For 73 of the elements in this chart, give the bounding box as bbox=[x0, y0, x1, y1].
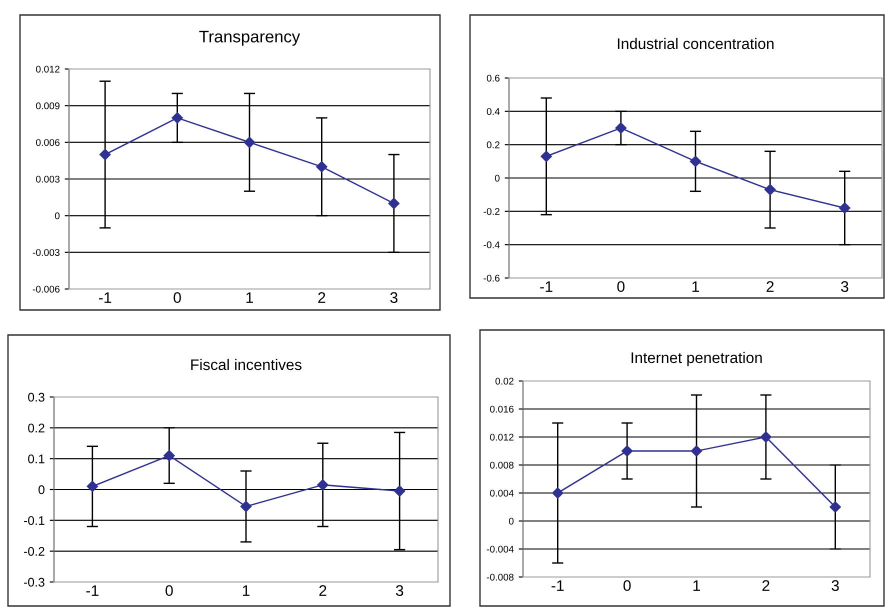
x-tick-label: -1 bbox=[552, 580, 564, 591]
point bbox=[830, 501, 841, 513]
y-tick-label: 0.02 bbox=[495, 378, 514, 385]
point bbox=[172, 112, 183, 124]
point bbox=[388, 198, 400, 210]
point bbox=[839, 202, 850, 214]
y-tick-label: 0.003 bbox=[36, 176, 60, 183]
y-tick-label: 0.012 bbox=[36, 66, 60, 73]
x-tick-label: 3 bbox=[832, 580, 839, 591]
chart-title: Internet penetration bbox=[632, 352, 762, 366]
point bbox=[164, 450, 175, 462]
x-tick-label: 0 bbox=[623, 580, 631, 591]
y-tick-label: -0.2 bbox=[484, 208, 500, 215]
point bbox=[316, 161, 328, 172]
y-tick-label: 0.1 bbox=[28, 454, 44, 464]
point bbox=[240, 500, 252, 512]
point bbox=[244, 136, 256, 148]
chart-title: Transparency bbox=[199, 30, 300, 46]
point bbox=[86, 480, 98, 492]
y-tick-label: -0.003 bbox=[32, 249, 60, 256]
x-tick-label: 2 bbox=[318, 292, 326, 303]
point bbox=[621, 445, 633, 457]
x-tick-label: 3 bbox=[396, 585, 404, 596]
y-tick-label: -0.006 bbox=[32, 286, 60, 293]
x-tick-label: -1 bbox=[540, 281, 552, 292]
x-tick-label: 3 bbox=[841, 281, 848, 292]
y-tick-label: 0.6 bbox=[486, 74, 500, 82]
x-tick-label: 1 bbox=[693, 580, 700, 591]
y-tick-label: 0.2 bbox=[28, 424, 44, 432]
x-tick-label: 1 bbox=[246, 292, 254, 303]
point bbox=[394, 485, 406, 497]
y-tick-label: 0.009 bbox=[36, 102, 60, 110]
point bbox=[760, 431, 772, 443]
y-tick-label: -0.6 bbox=[484, 274, 500, 282]
chart-title: Fiscal incentives bbox=[191, 358, 302, 370]
x-tick-label: 2 bbox=[762, 580, 770, 591]
point bbox=[540, 150, 552, 162]
y-tick-label: 0.012 bbox=[490, 434, 514, 441]
y-tick-label: -0.1 bbox=[24, 516, 44, 525]
y-tick-label: -0.008 bbox=[486, 574, 514, 581]
point bbox=[615, 122, 627, 134]
point bbox=[99, 148, 111, 160]
x-tick-label: 0 bbox=[166, 585, 173, 596]
y-tick-label: -0.2 bbox=[24, 546, 44, 556]
y-tick-label: 0.008 bbox=[490, 462, 514, 469]
point bbox=[690, 156, 702, 167]
x-tick-label: 0 bbox=[617, 281, 625, 292]
x-tick-label: 2 bbox=[766, 281, 774, 292]
y-tick-label: 0 bbox=[494, 174, 500, 182]
point bbox=[317, 479, 328, 490]
y-tick-label: 0.2 bbox=[486, 141, 500, 148]
x-tick-label: 3 bbox=[390, 292, 398, 303]
point bbox=[552, 487, 564, 499]
y-tick-label: 0.3 bbox=[28, 392, 44, 402]
x-tick-label: -1 bbox=[86, 585, 98, 596]
x-tick-label: 0 bbox=[174, 292, 181, 303]
y-tick-label: -0.3 bbox=[24, 578, 44, 587]
x-tick-label: 1 bbox=[242, 585, 250, 596]
x-tick-label: 1 bbox=[692, 281, 700, 292]
y-tick-label: 0 bbox=[508, 518, 514, 525]
point bbox=[690, 445, 702, 457]
y-tick-label: 0 bbox=[38, 485, 44, 494]
y-tick-label: 0.016 bbox=[490, 406, 514, 413]
y-tick-label: 0.004 bbox=[490, 490, 514, 497]
y-tick-label: -0.4 bbox=[484, 241, 500, 248]
y-tick-label: 0 bbox=[54, 212, 60, 220]
x-tick-label: -1 bbox=[98, 292, 112, 303]
y-tick-label: 0.006 bbox=[36, 139, 60, 146]
y-tick-label: 0.4 bbox=[486, 108, 500, 115]
chart-title: Industrial concentration bbox=[618, 38, 774, 50]
x-tick-label: 2 bbox=[319, 585, 326, 596]
point bbox=[764, 184, 776, 196]
y-tick-label: -0.004 bbox=[486, 546, 514, 553]
